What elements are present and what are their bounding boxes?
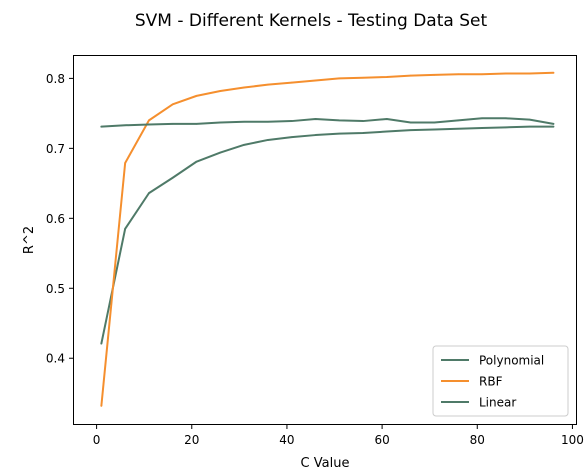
data-point-linear (386, 118, 388, 120)
legend-label: RBF (479, 375, 503, 389)
series-line-rbf (100, 71, 555, 407)
data-point-linear (195, 123, 198, 125)
data-point-polynomial (267, 139, 269, 141)
data-point-polynomial (195, 160, 198, 163)
data-point-rbf (505, 72, 507, 75)
data-point-rbf (148, 119, 150, 122)
data-point-rbf (267, 83, 269, 86)
y-tick-label: 0.7 (46, 142, 65, 156)
data-point-rbf (171, 103, 174, 106)
data-point-polynomial (290, 136, 293, 138)
series-line-polynomial (100, 125, 555, 345)
data-point-linear (290, 120, 293, 122)
data-point-linear (243, 120, 245, 123)
data-point-rbf (552, 71, 555, 74)
y-tick-label: 0.4 (46, 352, 65, 366)
x-axis: 0 20 40 60 80 100 (93, 424, 584, 447)
data-point-polynomial (505, 126, 507, 129)
data-point-linear (457, 119, 460, 122)
data-point-rbf (362, 76, 364, 79)
data-point-polynomial (457, 127, 460, 130)
y-tick-label: 0.6 (46, 212, 65, 226)
legend-label: Linear (479, 396, 516, 410)
x-axis-label: C Value (301, 456, 350, 471)
data-point-linear (528, 118, 531, 121)
data-point-polynomial (481, 127, 483, 129)
data-point-rbf (124, 162, 126, 164)
data-point-linear (100, 125, 103, 128)
data-point-rbf (457, 73, 460, 75)
x-tick-label: 20 (184, 433, 199, 447)
data-point-polynomial (552, 125, 555, 128)
data-point-rbf (481, 73, 483, 75)
data-point-rbf (314, 79, 317, 82)
data-point-linear (409, 121, 412, 124)
data-point-rbf (219, 90, 222, 92)
data-point-linear (362, 120, 364, 122)
data-point-polynomial (219, 151, 222, 154)
series-line-linear (100, 117, 555, 128)
data-point-polynomial (433, 128, 436, 131)
data-point-linear (219, 121, 222, 124)
data-point-polynomial (100, 342, 103, 345)
data-point-linear (314, 118, 317, 120)
data-point-polynomial (338, 132, 341, 135)
data-point-linear (148, 123, 150, 126)
x-tick-label: 0 (93, 433, 101, 447)
data-point-linear (338, 119, 341, 122)
data-point-polynomial (386, 130, 388, 133)
data-point-rbf (433, 74, 436, 76)
data-point-linear (267, 120, 269, 123)
data-point-linear (171, 123, 174, 125)
data-point-linear (124, 124, 126, 127)
axes-frame (73, 55, 577, 425)
data-point-linear (505, 117, 507, 120)
legend: Polynomial RBF Linear (432, 345, 569, 417)
data-point-polynomial (124, 228, 126, 230)
legend-label: Polynomial (479, 354, 544, 368)
x-tick-label: 60 (374, 433, 389, 447)
data-point-rbf (195, 95, 198, 97)
data-point-polynomial (362, 132, 364, 134)
legend-box (432, 345, 569, 417)
data-point-linear (481, 117, 483, 120)
chart-title: SVM - Different Kernels - Testing Data S… (135, 11, 488, 31)
y-tick-label: 0.8 (46, 72, 65, 86)
y-axis: 0.4 0.5 0.6 0.7 0.8 (46, 72, 74, 366)
x-tick-label: 100 (561, 433, 584, 447)
data-point-rbf (290, 81, 293, 84)
data-point-rbf (386, 76, 388, 78)
data-point-rbf (243, 86, 245, 89)
data-point-rbf (409, 74, 412, 77)
y-axis-label: R^2 (22, 226, 37, 254)
data-point-rbf (338, 77, 341, 80)
data-point-polynomial (314, 134, 317, 136)
plot-area (100, 71, 555, 407)
data-point-polynomial (148, 192, 150, 194)
data-point-polynomial (528, 125, 531, 128)
data-point-rbf (528, 72, 531, 75)
data-point-polynomial (409, 129, 412, 131)
data-point-linear (433, 121, 436, 124)
x-tick-label: 40 (279, 433, 294, 447)
y-tick-label: 0.5 (46, 282, 65, 296)
data-point-polynomial (243, 144, 245, 146)
x-tick-label: 80 (470, 433, 485, 447)
data-point-polynomial (171, 176, 174, 179)
data-point-linear (552, 123, 555, 125)
data-point-rbf (100, 405, 103, 407)
